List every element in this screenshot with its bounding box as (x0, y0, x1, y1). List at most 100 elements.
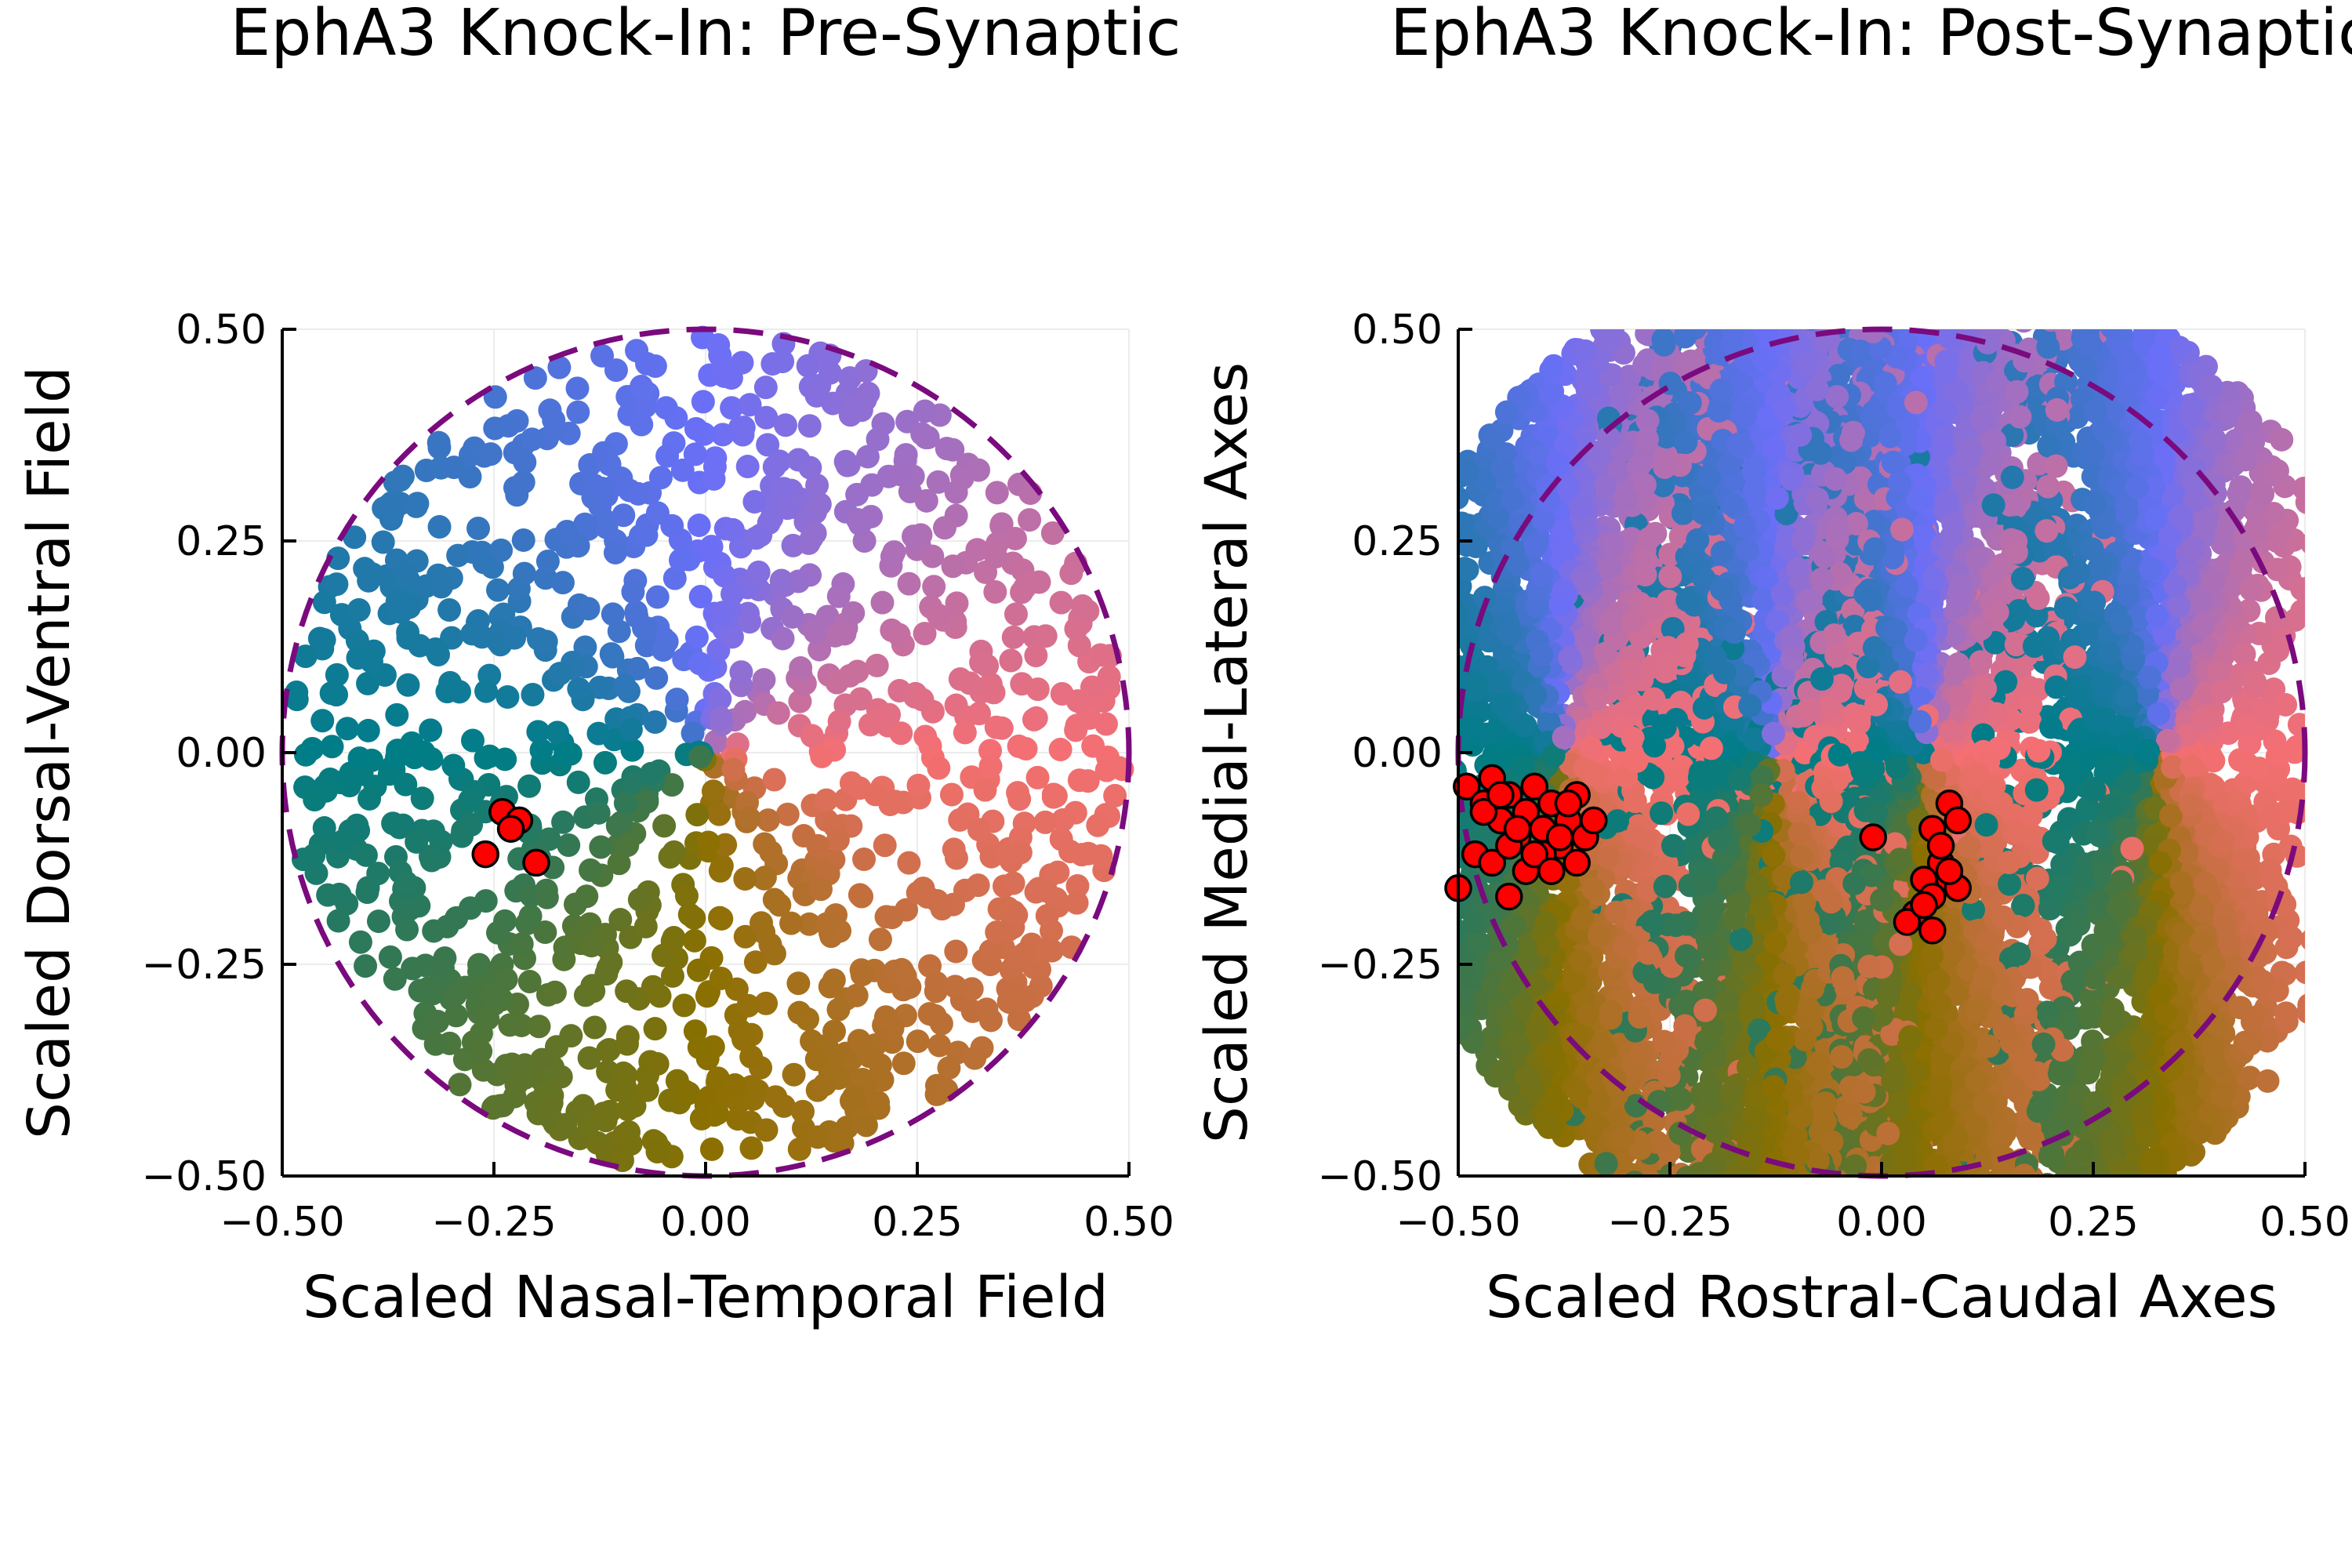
scatter-point (940, 782, 964, 806)
scatter-point (354, 954, 377, 978)
scatter-point (1390, 843, 1414, 866)
scatter-point (396, 897, 419, 920)
scatter-point (754, 376, 778, 399)
scatter-point (729, 660, 753, 684)
scatter-point (913, 400, 937, 423)
scatter-point (1766, 283, 1789, 307)
scatter-point (1928, 305, 1951, 328)
scatter-point (791, 1100, 815, 1123)
scatter-point (892, 1051, 916, 1075)
scatter-point (632, 616, 655, 640)
scatter-point (549, 662, 572, 685)
scatter-point (828, 710, 851, 733)
scatter-point (688, 652, 712, 675)
scatter-point (1980, 287, 2004, 310)
scatter-point (1764, 290, 1788, 314)
scatter-point (442, 456, 466, 479)
scatter-point (1065, 891, 1089, 915)
scatter-point (652, 814, 676, 837)
scatter-point (985, 716, 1008, 739)
scatter-point (1668, 295, 1691, 318)
pre-y-ticks: −0.50−0.250.000.250.50 (142, 307, 296, 1200)
scatter-point (2026, 276, 2049, 299)
scatter-point (513, 562, 536, 586)
x-tick-label: −0.25 (431, 1199, 556, 1246)
scatter-point (519, 904, 543, 927)
y-tick-label: 0.25 (176, 518, 267, 565)
scatter-point (2297, 993, 2321, 1017)
scatter-point (349, 931, 372, 954)
scatter-point (367, 909, 390, 933)
scatter-point (483, 416, 506, 440)
scatter-point (539, 1095, 562, 1119)
scatter-point (1679, 1175, 1702, 1199)
scatter-point (999, 649, 1022, 673)
scatter-point (771, 626, 795, 650)
scatter-point (379, 946, 402, 969)
scatter-point (302, 844, 325, 867)
scatter-point (1852, 302, 1875, 325)
scatter-point (712, 356, 735, 379)
scatter-point (554, 1113, 577, 1137)
scatter-point (1817, 279, 1840, 303)
scatter-point (521, 427, 544, 451)
scatter-point (1413, 818, 1436, 841)
scatter-point (1412, 630, 1436, 653)
scatter-point (1786, 276, 1809, 299)
scatter-point (815, 789, 838, 812)
highlight-point (499, 816, 524, 841)
scatter-point (721, 758, 745, 782)
scatter-point (644, 1017, 667, 1040)
scatter-point (405, 495, 428, 518)
scatter-point (424, 1033, 448, 1056)
scatter-point (710, 907, 733, 931)
scatter-point (512, 528, 535, 552)
scatter-point (389, 468, 412, 492)
scatter-point (635, 790, 659, 814)
scatter-point (587, 801, 611, 825)
scatter-point (2122, 301, 2146, 325)
scatter-point (889, 463, 913, 486)
scatter-point (755, 1118, 779, 1142)
scatter-point (527, 1014, 550, 1038)
scatter-point (750, 911, 773, 935)
scatter-point (884, 789, 907, 813)
scatter-point (445, 1004, 468, 1027)
scatter-point (669, 549, 692, 572)
x-tick-label: 0.25 (872, 1199, 963, 1246)
scatter-point (592, 441, 615, 465)
scatter-point (336, 717, 359, 740)
scatter-point (969, 651, 993, 674)
scatter-point (1868, 292, 1892, 316)
scatter-point (555, 520, 579, 543)
scatter-point (685, 803, 709, 826)
scatter-point (1813, 1206, 1836, 1229)
scatter-point (710, 706, 733, 730)
scatter-point (983, 580, 1007, 604)
scatter-point (781, 605, 804, 629)
scatter-point (420, 849, 444, 873)
scatter-point (530, 1048, 554, 1072)
scatter-point (804, 521, 827, 545)
scatter-point (813, 1073, 837, 1096)
scatter-point (684, 417, 708, 441)
scatter-point (613, 1076, 637, 1099)
scatter-point (648, 984, 672, 1007)
scatter-point (1414, 868, 1438, 891)
pre-chart-title: EphA3 Knock-In: Pre-Synaptic (230, 0, 1181, 71)
scatter-point (1026, 766, 1050, 789)
scatter-point (1655, 285, 1679, 309)
scatter-point (1910, 277, 1933, 300)
scatter-point (1973, 1198, 1997, 1221)
scatter-point (419, 747, 443, 771)
scatter-point (771, 350, 794, 373)
scatter-point (2270, 428, 2293, 452)
scatter-point (1813, 1192, 1837, 1215)
scatter-point (385, 703, 408, 727)
scatter-point (1421, 613, 1445, 637)
scatter-point (1059, 561, 1083, 585)
scatter-point (1036, 904, 1059, 927)
scatter-point (1865, 281, 1889, 305)
scatter-point (619, 718, 643, 742)
scatter-point (310, 709, 334, 732)
